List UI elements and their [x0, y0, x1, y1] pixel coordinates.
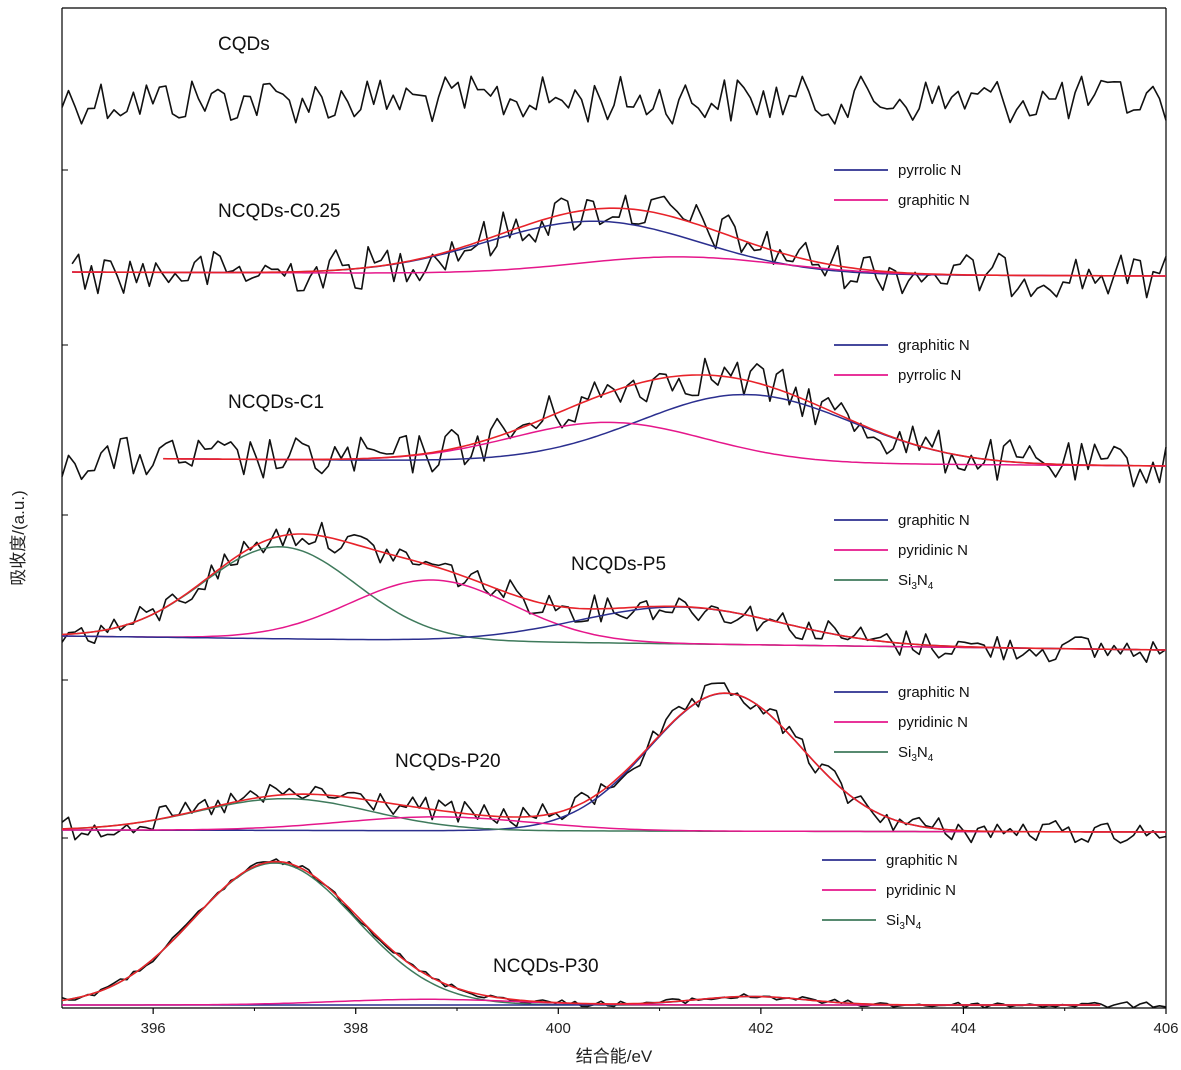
legend-label: graphitic N [898, 684, 970, 701]
y-axis-label: 吸收度/(a.u.) [9, 490, 28, 585]
legend-label: Si3N4 [898, 572, 934, 592]
raw-data-line-NCQDs-P5 [62, 523, 1166, 663]
panel-NCQDs-P20: NCQDs-P20 graphitic N pyridinic N Si3N4 [62, 683, 1166, 843]
x-tick-label-398: 398 [343, 1020, 368, 1037]
legend-label: graphitic N [886, 852, 958, 869]
fit-envelope-line [62, 693, 1166, 832]
plot-frame [62, 8, 1166, 1008]
panel-NCQDs-C1: NCQDs-C1 graphitic N pyrrolic N [62, 337, 1166, 487]
panel-NCQDs-P30: NCQDs-P30 graphitic N pyridinic N Si3N4 [62, 852, 1166, 1008]
x-tick-label-396: 396 [141, 1020, 166, 1037]
x-tick-label-404: 404 [951, 1020, 976, 1037]
panel-title: NCQDs-P20 [395, 751, 501, 772]
legend-label: pyrrolic N [898, 367, 961, 384]
panel-NCQDs-P5: NCQDs-P5 graphitic N pyridinic N Si3N4 [62, 512, 1166, 662]
legend-label: Si3N4 [898, 744, 934, 764]
panel-CQDs: CQDs [62, 34, 1166, 124]
x-tick-label-402: 402 [748, 1020, 773, 1037]
raw-data-line-NCQDs-P20 [62, 683, 1166, 843]
panel-title: NCQDs-P30 [493, 956, 599, 977]
legend-label: pyrrolic N [898, 162, 961, 179]
legend-label: graphitic N [898, 512, 970, 529]
x-tick-label-406: 406 [1153, 1020, 1178, 1037]
panel-title: NCQDs-P5 [571, 554, 666, 575]
component-line-graphitic [62, 693, 1166, 832]
legend-label: graphitic N [898, 192, 970, 209]
panel-title: NCQDs-C0.25 [218, 201, 340, 222]
axes-layer: 396 398 400 402 404 406 结合能/eV 吸收度/(a.u.) [9, 490, 1179, 1066]
legend-label: pyridinic N [886, 882, 956, 899]
panel-NCQDs-C0.25: NCQDs-C0.25 pyrrolic N graphitic N [72, 162, 1166, 298]
panel-title: NCQDs-C1 [228, 392, 324, 413]
panel-title: CQDs [218, 34, 270, 55]
legend-label: pyridinic N [898, 542, 968, 559]
legend-label: Si3N4 [886, 912, 922, 932]
raw-data-line-CQDs [62, 76, 1166, 124]
legend-label: graphitic N [898, 337, 970, 354]
x-axis-label: 结合能/eV [576, 1047, 653, 1066]
component-line-pyridinic [62, 580, 1166, 650]
raw-data-line-NCQDs-P30 [62, 859, 1166, 1008]
fit-envelope-line [62, 534, 1166, 650]
legend-label: pyridinic N [898, 714, 968, 731]
x-tick-label-400: 400 [546, 1020, 571, 1037]
